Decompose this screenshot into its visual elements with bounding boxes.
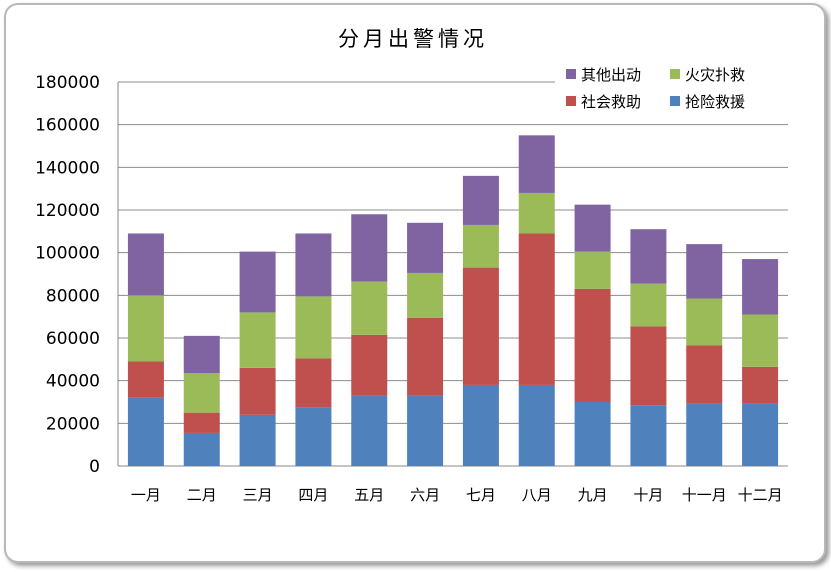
bar-segment [574, 288, 611, 402]
bar-segment [351, 214, 388, 282]
y-tick-label: 0 [89, 457, 100, 477]
bar-segment [127, 397, 164, 466]
x-tick-label: 九月 [578, 486, 608, 504]
legend-label: 其他出动 [581, 66, 641, 84]
bar-segment [127, 295, 164, 362]
bar-segment [295, 233, 332, 297]
legend-swatch [670, 96, 680, 106]
bar-segment [518, 135, 555, 193]
bar-segment [239, 414, 276, 466]
x-tick-label: 七月 [466, 486, 496, 504]
y-tick-label: 160000 [35, 116, 100, 136]
y-tick-label: 180000 [35, 73, 100, 93]
x-tick-label: 二月 [187, 486, 217, 504]
bar-segment [127, 361, 164, 398]
x-tick-label: 三月 [243, 486, 273, 504]
bar-segment [686, 403, 723, 466]
bar-segment [574, 402, 611, 466]
y-tick-label: 20000 [46, 414, 100, 434]
bar-segment [239, 312, 276, 368]
bar-segment [183, 335, 220, 374]
y-tick-label: 60000 [46, 329, 100, 349]
x-tick-label: 四月 [298, 486, 328, 504]
y-tick-label: 120000 [35, 201, 100, 221]
bar-segment [518, 384, 555, 466]
bar-segment [407, 317, 444, 396]
y-tick-label: 140000 [35, 158, 100, 178]
bar-segment [686, 345, 723, 404]
legend-swatch [566, 69, 576, 79]
chart-title: 分月出警情况 [338, 27, 488, 51]
bar-segment [183, 432, 220, 466]
bar-segment [630, 283, 667, 327]
y-tick-label: 100000 [35, 244, 100, 264]
bar-segment [518, 192, 555, 234]
bar-segment [183, 412, 220, 433]
bar-segment [630, 326, 667, 406]
bar-segment [518, 233, 555, 385]
x-tick-label: 十二月 [738, 486, 783, 504]
legend-label: 抢险救援 [685, 93, 745, 111]
y-tick-label: 80000 [46, 286, 100, 306]
bar-segment [574, 204, 611, 252]
bar-segment [462, 224, 499, 268]
legend-swatch [670, 69, 680, 79]
bar-segment [351, 281, 388, 335]
y-tick-label: 40000 [46, 372, 100, 392]
bar-segment [407, 272, 444, 318]
bar-segment [407, 222, 444, 273]
bar-segment [742, 366, 779, 404]
bar-segment [407, 395, 444, 466]
bar-segment [351, 395, 388, 466]
legend-label: 火灾扑救 [685, 66, 745, 84]
bar-segment [742, 259, 779, 315]
x-tick-label: 八月 [522, 486, 552, 504]
bar-segment [630, 229, 667, 284]
legend-swatch [566, 96, 576, 106]
bar-segment [239, 251, 276, 313]
bar-segment [295, 407, 332, 466]
x-tick-label: 一月 [131, 486, 161, 504]
bar-segment [295, 358, 332, 408]
bar-segment [295, 296, 332, 359]
x-tick-label: 十月 [633, 486, 663, 504]
bar-segment [183, 373, 220, 413]
bar-segment [686, 298, 723, 346]
bar-segment [127, 233, 164, 296]
x-tick-label: 十一月 [682, 486, 727, 504]
bar-segment [742, 314, 779, 367]
legend-label: 社会救助 [581, 93, 641, 111]
bar-segment [630, 405, 667, 466]
bar-segment [462, 267, 499, 385]
bar-segment [239, 367, 276, 415]
bar-segment [462, 384, 499, 466]
bar-segment [686, 244, 723, 299]
bar-segment [351, 334, 388, 396]
bar-segment [462, 175, 499, 225]
bar-segment [742, 403, 779, 466]
x-tick-label: 六月 [410, 486, 440, 504]
bar-segment [574, 251, 611, 289]
x-tick-label: 五月 [354, 486, 384, 504]
